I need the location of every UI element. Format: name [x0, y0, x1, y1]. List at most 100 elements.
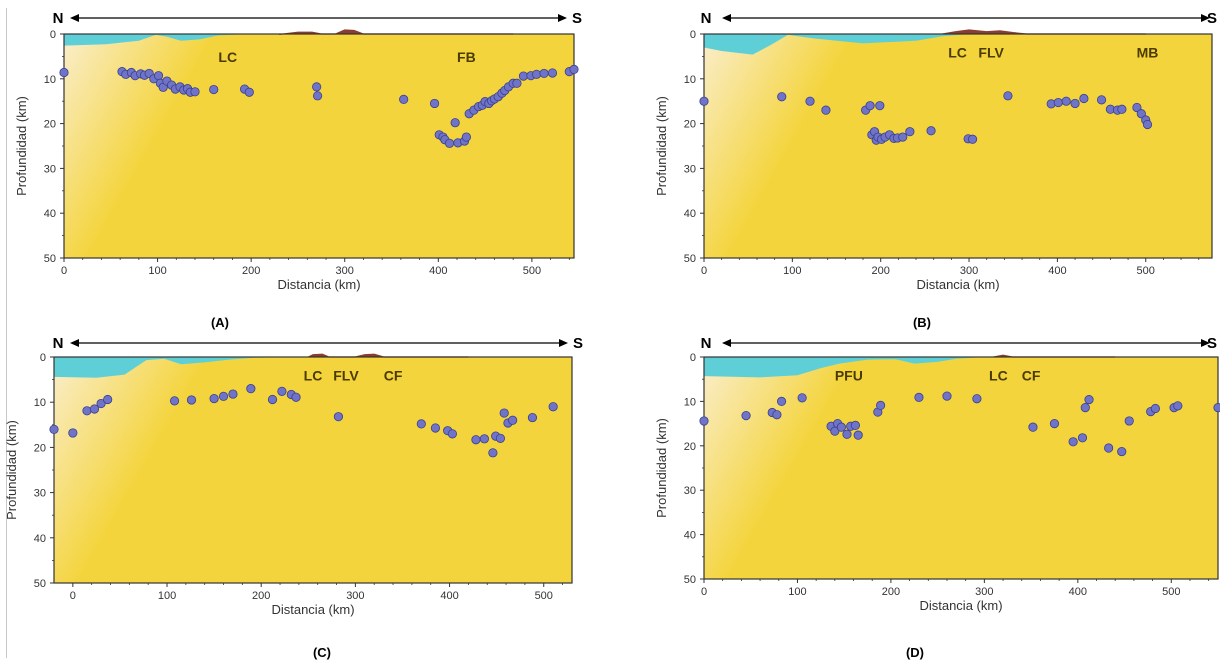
hypocenter-point — [1096, 95, 1107, 105]
sea-layer — [64, 34, 252, 46]
arrow-head-right-icon — [559, 339, 568, 347]
x-tick-label: 500 — [1137, 265, 1155, 277]
hypocenter-point — [1003, 91, 1013, 101]
hypocenter-point — [926, 126, 936, 136]
hypocenter-point — [186, 395, 197, 405]
terrain-annotation: LC — [218, 49, 237, 65]
hypocenter-point — [228, 389, 238, 399]
y-tick-label: 10 — [684, 74, 696, 86]
hypocenter-point — [244, 87, 254, 97]
hypocenter-point — [741, 411, 751, 421]
y-tick-label: 30 — [34, 488, 46, 500]
hypocenter-point — [277, 386, 287, 396]
hypocenter-point — [450, 118, 460, 128]
hypocenter-point — [1049, 419, 1060, 429]
hypocenter-point — [772, 410, 782, 420]
arrow-head-left-icon — [70, 14, 79, 22]
sea-layer — [54, 357, 290, 378]
y-tick-label: 0 — [690, 352, 696, 364]
y-tick-label: 40 — [34, 533, 46, 545]
hypocenter-point — [875, 101, 885, 111]
hypocenter-point — [942, 391, 952, 401]
terrain-annotation: MB — [1137, 44, 1159, 60]
hypocenter-point — [1213, 403, 1220, 413]
hypocenter-point — [1124, 416, 1134, 426]
hypocenter-point — [488, 448, 498, 458]
south-label: S — [1207, 10, 1217, 27]
y-tick-label: 20 — [684, 119, 696, 131]
y-axis-label: Profundidad (km) — [654, 418, 669, 518]
hypocenter-point — [495, 433, 506, 443]
hypocenter-point — [527, 412, 538, 423]
hypocenter-point — [416, 419, 426, 429]
arrow-head-left-icon — [70, 339, 79, 347]
y-tick-label: 50 — [44, 253, 56, 265]
y-tick-label: 10 — [44, 74, 56, 86]
x-axis-label: Distancia (km) — [916, 277, 999, 292]
crust-area — [64, 34, 574, 258]
x-tick-label: 300 — [346, 590, 364, 602]
x-tick-label: 400 — [1048, 265, 1066, 277]
hypocenter-point — [399, 94, 409, 105]
hypocenter-point — [190, 87, 200, 97]
hypocenter-point — [82, 406, 92, 416]
crust-area — [704, 34, 1212, 258]
y-tick-label: 30 — [44, 163, 56, 175]
hypocenter-point — [699, 96, 709, 106]
hypocenter-point — [539, 68, 549, 79]
hypocenter-point — [1117, 104, 1127, 114]
hypocenter-point — [865, 101, 875, 111]
hypocenter-point — [169, 396, 180, 406]
crust-area — [54, 357, 572, 583]
hypocenter-point — [1084, 395, 1094, 405]
x-tick-label: 400 — [1069, 586, 1087, 598]
y-tick-label: 20 — [44, 119, 56, 131]
hypocenter-point — [821, 105, 831, 115]
y-tick-label: 30 — [684, 485, 696, 497]
hypocenter-point — [1136, 109, 1146, 119]
x-tick-label: 0 — [61, 265, 67, 277]
hypocenter-point — [267, 394, 278, 405]
hypocenter-point — [531, 69, 542, 79]
hypocenter-point — [842, 429, 852, 439]
north-label: N — [53, 10, 64, 27]
hypocenter-point — [508, 415, 518, 425]
panel-label: (D) — [906, 645, 924, 660]
x-tick-label: 500 — [523, 265, 541, 277]
south-label: S — [572, 10, 582, 27]
y-tick-label: 50 — [684, 574, 696, 586]
hypocenter-point — [333, 412, 344, 422]
hypocenter-point — [1132, 102, 1142, 113]
south-label: S — [1207, 335, 1217, 352]
hypocenter-point — [312, 91, 323, 101]
y-tick-label: 50 — [684, 253, 696, 265]
hypocenter-point — [914, 392, 924, 403]
hypocenter-point — [291, 392, 301, 402]
hypocenter-point — [836, 422, 846, 432]
y-tick-label: 0 — [40, 352, 46, 364]
hypocenter-point — [479, 434, 490, 444]
terrain-annotation: LC — [948, 44, 967, 60]
hypocenter-point — [471, 435, 481, 445]
panel-label: (B) — [913, 315, 931, 330]
hypocenter-point — [972, 394, 982, 404]
hypocenter-point — [548, 402, 558, 412]
hypocenter-point — [1068, 437, 1078, 447]
hypocenter-point — [89, 404, 100, 414]
x-axis-label: Distancia (km) — [271, 602, 354, 617]
hypocenter-point — [547, 68, 558, 78]
hypocenter-point — [153, 71, 164, 81]
sea-layer — [704, 357, 985, 378]
hypocenter-point — [209, 84, 219, 95]
x-tick-label: 300 — [975, 586, 993, 598]
y-tick-label: 40 — [684, 530, 696, 542]
arrow-head-right-icon — [1201, 339, 1210, 347]
hypocenter-point — [876, 400, 886, 410]
hypocenter-point — [797, 393, 807, 403]
chart-panel: 0 10 20 30 40 50 0 100 200 300 400 500 Distancia (km… — [0, 0, 610, 332]
left-border-rule — [6, 8, 7, 658]
hypocenter-point — [1117, 446, 1127, 457]
x-tick-label: 200 — [872, 265, 890, 277]
hypocenter-point — [776, 396, 787, 407]
